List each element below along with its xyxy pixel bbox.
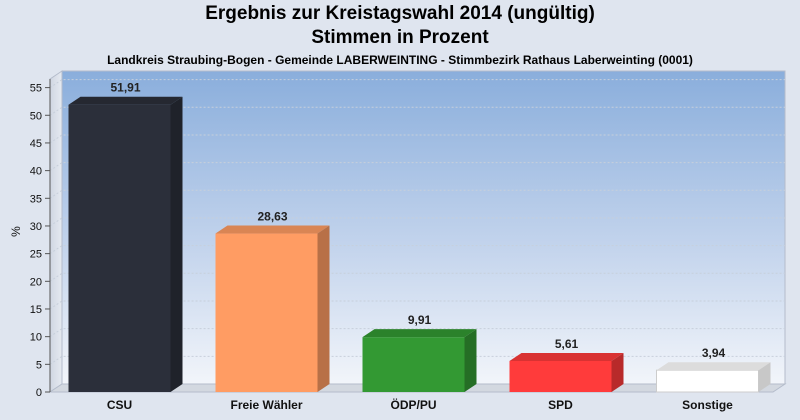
gridline (49, 106, 785, 116)
y-tick-label: 55 (30, 83, 42, 95)
bar-top (68, 96, 183, 105)
bar-side (758, 362, 771, 392)
chart-subtitle: Landkreis Straubing-Bogen - Gemeinde LAB… (107, 53, 693, 67)
value-label: 5,61 (555, 337, 579, 351)
y-tick-label: 5 (36, 359, 42, 371)
y-tick-label: 25 (30, 249, 42, 261)
y-tick-label: 40 (30, 166, 42, 178)
value-label: 9,91 (408, 313, 432, 327)
y-tick-label: 50 (30, 110, 42, 122)
bar-side (170, 96, 183, 392)
bar-top (656, 362, 771, 371)
y-tick-label: 20 (30, 276, 42, 288)
bar-front (215, 233, 318, 392)
bar-side (464, 329, 477, 392)
bar-front (656, 369, 759, 393)
left-wall (49, 70, 63, 393)
bar-side (611, 352, 624, 392)
bar-front (362, 337, 465, 392)
gridline (49, 272, 785, 282)
value-label: 3,94 (702, 346, 726, 360)
gridline (49, 79, 785, 89)
bar-freie-w-hler (215, 225, 330, 392)
y-tick-label: 45 (30, 138, 42, 150)
category-label: ÖDP/PU (390, 397, 436, 412)
value-label: 28,63 (257, 210, 287, 224)
bar--dp-pu (362, 329, 477, 392)
y-tick-label: 0 (36, 387, 42, 399)
bar-spd (509, 352, 624, 392)
gridline (49, 328, 785, 338)
bar-top (509, 352, 624, 361)
y-tick-label: 15 (30, 304, 42, 316)
category-label: Sonstige (682, 398, 733, 412)
gridline (49, 134, 785, 144)
gridline (49, 300, 785, 310)
bar-csu (68, 96, 183, 392)
bar-front (509, 360, 612, 392)
bars (68, 96, 771, 393)
gridline (49, 162, 785, 172)
category-label: SPD (548, 398, 573, 412)
category-label: CSU (107, 398, 132, 412)
gridlines (49, 79, 785, 365)
bar-front (68, 104, 171, 392)
bar-side (317, 225, 330, 392)
bar-top (215, 225, 330, 234)
gridline (49, 189, 785, 199)
chart-title-line2: Stimmen in Prozent (311, 27, 489, 48)
y-tick-label: 30 (30, 221, 42, 233)
y-axis-label: % (9, 226, 23, 237)
y-tick-label: 35 (30, 193, 42, 205)
y-axis: 0 5 10 15 20 25 30 35 40 45 50 55% (9, 79, 51, 399)
value-label: 51,91 (110, 81, 140, 95)
gridline (49, 217, 785, 227)
chart-title: Ergebnis zur Kreistagswahl 2014 (ungülti… (205, 3, 595, 24)
bar-sonstige (656, 362, 771, 393)
labels: 51,91 CSU 28,63 Freie Wähler 9,91 ÖDP/PU 5,61 S… (107, 81, 733, 412)
category-label: Freie Wähler (230, 398, 302, 412)
gridline (49, 245, 785, 255)
y-tick-label: 10 (30, 332, 42, 344)
bar-top (362, 329, 477, 338)
